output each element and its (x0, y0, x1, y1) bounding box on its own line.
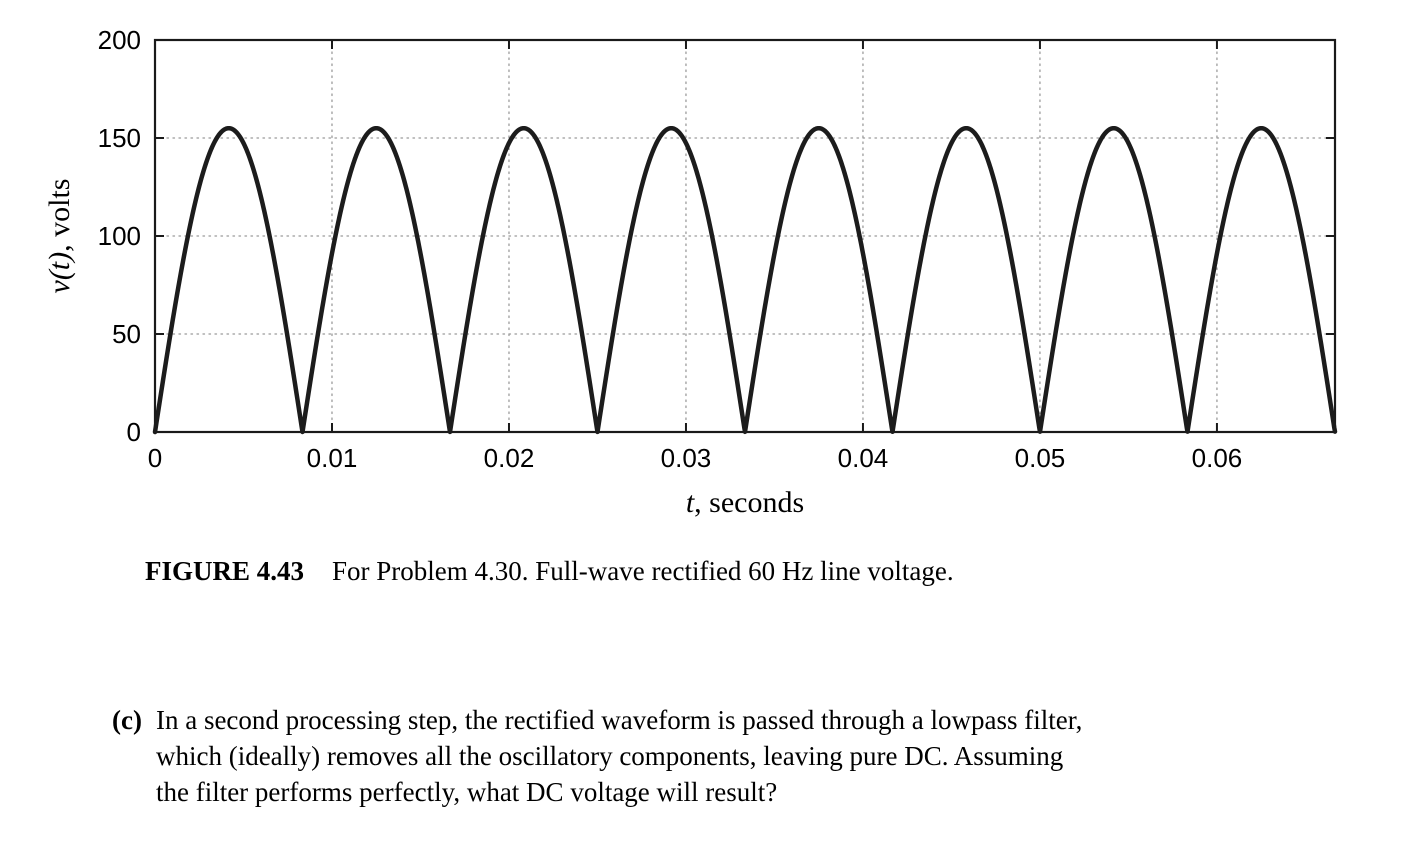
y-tick-label: 100 (98, 221, 141, 251)
problem-part-text: In a second processing step, the rectifi… (155, 705, 1083, 807)
figure-4-43: 0 0.01 0.02 0.03 0.04 0.05 0.06 0 50 100 150 200 v(… (43, 25, 1338, 520)
x-axis-units: , seconds (694, 486, 805, 519)
problem-part-label: (c) (112, 705, 142, 735)
figure-caption-text: For Problem 4.30. Full-wave rectified 60… (332, 556, 954, 586)
figure-caption: FIGURE 4.43 For Problem 4.30. Full-wave r… (145, 556, 1428, 587)
y-axis-units: , volts (43, 178, 76, 252)
x-axis-label: t, seconds (686, 486, 804, 520)
rectified-sine-curve (152, 125, 1338, 435)
problem-part-c: (c) In a second processing step, the rec… (112, 703, 1428, 811)
x-tick-label: 0.02 (484, 443, 535, 473)
x-tick-label: 0.06 (1192, 443, 1243, 473)
x-tick-label: 0 (148, 443, 162, 473)
x-axis-variable: t (685, 486, 695, 519)
y-tick-label: 50 (112, 319, 141, 349)
x-tick-label: 0.03 (661, 443, 712, 473)
x-tick-label: 0.04 (838, 443, 889, 473)
x-tick-label: 0.05 (1015, 443, 1066, 473)
y-tick-label: 150 (98, 123, 141, 153)
y-tick-label: 0 (127, 417, 141, 447)
y-axis-variable: v(t) (43, 251, 76, 294)
waveform-chart: 0 0.01 0.02 0.03 0.04 0.05 0.06 0 50 100 150 200 (98, 25, 1338, 473)
y-tick-label: 200 (98, 25, 141, 55)
x-tick-label: 0.01 (307, 443, 358, 473)
y-axis-label: v(t), volts (43, 179, 77, 294)
figure-caption-label: FIGURE 4.43 (145, 556, 305, 586)
